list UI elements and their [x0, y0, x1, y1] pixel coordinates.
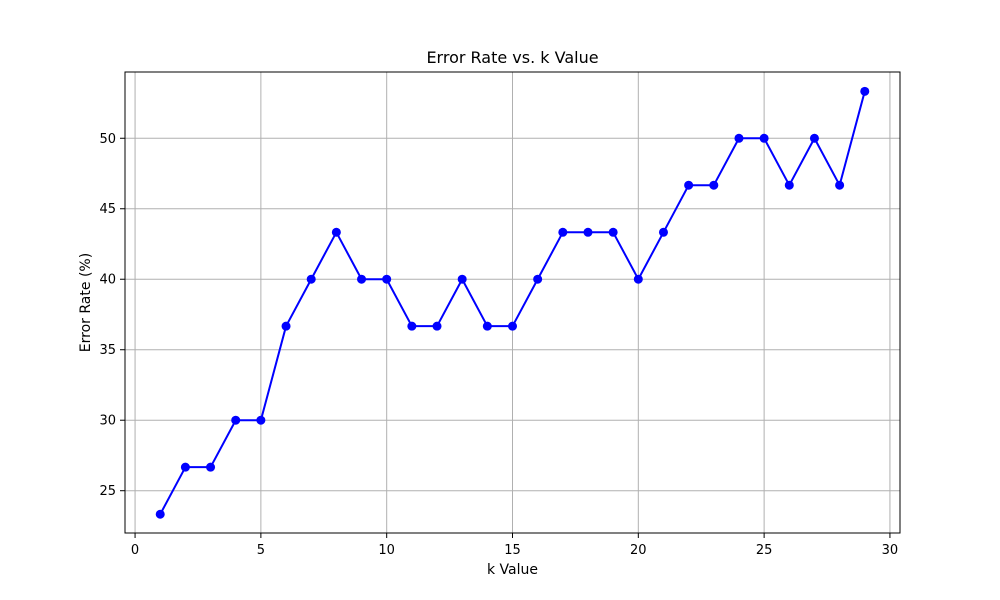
data-point: [608, 227, 618, 237]
data-point: [860, 86, 870, 96]
data-point: [784, 180, 794, 190]
data-point: [482, 321, 492, 331]
data-point: [709, 180, 719, 190]
y-tick-label: 50: [99, 132, 116, 147]
tick-layer: 0 5 10 15 20 25 30 25 30 35 40 45 50: [99, 132, 898, 558]
data-point: [231, 415, 241, 425]
y-tick-label: 30: [99, 414, 116, 429]
data-point: [382, 274, 392, 284]
data-point: [583, 227, 593, 237]
data-point: [835, 180, 845, 190]
x-tick-label: 5: [257, 543, 265, 558]
data-point: [407, 321, 417, 331]
data-point: [432, 321, 442, 331]
x-axis-label: k Value: [487, 562, 538, 578]
data-point: [331, 227, 341, 237]
x-tick-label: 10: [378, 543, 395, 558]
y-tick-label: 40: [99, 273, 116, 288]
data-point: [558, 227, 568, 237]
data-point: [357, 274, 367, 284]
plot-frame: [124, 71, 901, 534]
chart-title: Error Rate vs. k Value: [426, 48, 598, 67]
data-point: [684, 180, 694, 190]
data-point: [180, 462, 190, 472]
data-point: [508, 321, 517, 331]
series-layer: [155, 86, 870, 519]
data-point: [533, 274, 543, 284]
y-tick-label: 45: [99, 202, 116, 217]
data-point: [809, 133, 819, 143]
data-point: [734, 133, 744, 143]
data-point: [206, 462, 216, 472]
x-tick-label: 25: [756, 543, 773, 558]
data-point: [281, 321, 291, 331]
data-point: [306, 274, 316, 284]
x-tick-label: 15: [504, 543, 521, 558]
data-point: [633, 274, 643, 284]
grid-layer: [125, 72, 900, 533]
y-tick-label: 25: [99, 484, 116, 499]
y-tick-label: 35: [99, 343, 116, 358]
x-tick-label: 0: [131, 543, 139, 558]
data-point: [457, 274, 467, 284]
x-tick-label: 20: [630, 543, 647, 558]
data-point: [759, 133, 769, 143]
data-point: [155, 509, 165, 519]
data-point: [658, 227, 668, 237]
x-tick-label: 30: [882, 543, 899, 558]
y-axis-label: Error Rate (%): [78, 253, 94, 352]
data-point: [256, 415, 266, 425]
